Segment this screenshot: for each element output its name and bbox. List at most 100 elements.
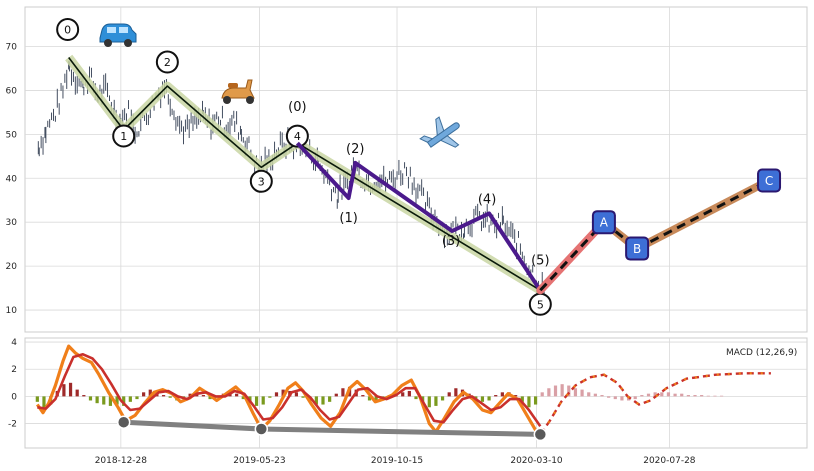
macd-histogram-bar — [281, 389, 285, 397]
macd-histogram-bar — [540, 392, 544, 397]
macd-histogram-bar — [580, 389, 584, 397]
airplane-wing — [439, 135, 460, 148]
macd-histogram-bar — [148, 389, 152, 397]
macd-histogram-bar — [567, 385, 571, 397]
primary-wave-line — [68, 57, 541, 291]
macd-histogram-bar — [75, 389, 79, 397]
macd-histogram-bar — [600, 395, 604, 397]
macd-histogram-bar — [314, 396, 318, 405]
macd-projection-dots — [539, 372, 771, 436]
macd-histogram-bar — [95, 396, 99, 404]
macd-divergence — [116, 415, 548, 442]
divergence-point — [254, 422, 269, 436]
macd-histogram-bar — [68, 382, 73, 397]
macd-histogram-bar — [660, 392, 664, 397]
price-panel-frame — [24, 6, 808, 333]
airplane-icon — [419, 116, 460, 148]
macd-histogram-bar — [341, 388, 345, 397]
macd-histogram-bar — [607, 396, 611, 398]
macd-histogram-bar — [547, 388, 551, 397]
macd-y-tick-label: 0 — [11, 392, 17, 402]
sub-wave: (0) (1) (2) (3) (4) (5) — [288, 100, 550, 292]
macd-histogram-bar — [640, 395, 644, 397]
macd-line — [35, 344, 542, 436]
wave-point-circle — [112, 124, 136, 148]
macd-histogram-bar — [241, 396, 245, 400]
wave-point-label: 0 — [64, 24, 71, 37]
macd-y-ticks: -2 0 2 4 — [8, 338, 17, 429]
macd-histogram-bar — [520, 396, 524, 402]
macd-histogram-bar — [713, 395, 717, 397]
macd-y-tick-label: -2 — [8, 420, 17, 430]
macd-histogram-bar — [361, 395, 365, 397]
macd-histogram-bar — [62, 384, 66, 397]
macd-histogram-bar — [646, 393, 651, 397]
car-window — [107, 27, 116, 33]
macd-histogram-bar — [454, 388, 458, 397]
car-wheel — [104, 39, 112, 47]
sub-wave-label: (2) — [346, 142, 364, 157]
divergence-point — [533, 427, 548, 442]
sub-wave-label: (1) — [339, 211, 357, 226]
correction-wave: A B C — [536, 168, 782, 295]
correction-wave-badge — [625, 236, 650, 261]
macd-histogram-bar — [527, 396, 531, 408]
macd-histogram-bar — [261, 396, 265, 405]
macd-histogram-bar — [294, 392, 299, 397]
macd-histogram-bar — [706, 395, 710, 397]
macd-histogram-bar — [700, 395, 704, 397]
macd-histogram-bar — [142, 392, 146, 397]
car-wheel — [124, 39, 132, 47]
macd-histogram-bar — [587, 392, 591, 397]
price-panel: 10 20 30 40 50 60 70 0 1 2 3 4 5 (0) (1) (2) (3) (4) (5)… — [6, 6, 808, 333]
macd-histogram-bar — [440, 396, 445, 401]
macd-y-tick-label: 2 — [11, 365, 17, 375]
macd-histogram-bar — [500, 392, 504, 397]
macd-histogram-bar — [334, 393, 338, 397]
signal-line — [37, 352, 542, 428]
wave-point-label: 4 — [294, 130, 301, 143]
macd-histogram-bar — [35, 396, 39, 402]
sub-wave-label: (0) — [288, 100, 306, 115]
correction-wave-badge — [591, 210, 616, 235]
scooter-body — [221, 79, 255, 99]
x-tick-label: 2019-10-15 — [371, 456, 423, 466]
macd-histogram-bar — [686, 395, 690, 397]
x-axis-ticks: 2018-12-28 2019-05-23 2019-10-15 2020-03-10… — [95, 456, 696, 466]
wave-point-circle — [249, 169, 273, 193]
wave-point-label: 2 — [164, 56, 171, 69]
wave-point-label: 1 — [120, 130, 127, 143]
macd-histogram-bar — [235, 393, 239, 397]
macd-histogram-bar — [82, 395, 86, 397]
macd-histogram-bar — [367, 396, 372, 401]
macd-lines — [35, 344, 771, 436]
macd-y-tick-label: 4 — [11, 338, 17, 348]
wave-point-circle — [56, 18, 80, 42]
x-tick-label: 2018-12-28 — [95, 456, 148, 466]
wave-point-label: 5 — [537, 298, 544, 311]
macd-histogram-bar — [620, 396, 624, 401]
price-y-tick-label: 40 — [6, 174, 18, 184]
macd-histogram-bar — [414, 396, 418, 400]
macd-histogram-bar — [427, 396, 431, 408]
macd-histogram-bar — [680, 393, 684, 397]
scooter-seat — [228, 83, 238, 88]
sub-wave-label: (4) — [478, 192, 496, 207]
price-y-tick-label: 10 — [6, 306, 18, 316]
macd-histogram-bar — [533, 396, 538, 405]
macd-histogram-bar — [447, 392, 451, 397]
macd-histogram-bar — [321, 396, 325, 405]
macd-histogram-bar — [407, 390, 411, 397]
macd-histogram-bar — [88, 396, 93, 401]
correction-wave-dash — [636, 179, 770, 250]
macd-histogram-bar — [188, 393, 192, 397]
price-y-tick-label: 60 — [6, 86, 18, 96]
macd-histogram-bar — [719, 395, 724, 397]
macd-histogram-bar — [102, 396, 106, 405]
airplane-tail — [419, 135, 434, 143]
macd-histogram-bar — [128, 396, 132, 402]
macd-histogram-bar — [122, 396, 126, 406]
price-y-ticks: 10 20 30 40 50 60 70 — [6, 43, 18, 317]
scooter-wheel — [246, 96, 254, 104]
